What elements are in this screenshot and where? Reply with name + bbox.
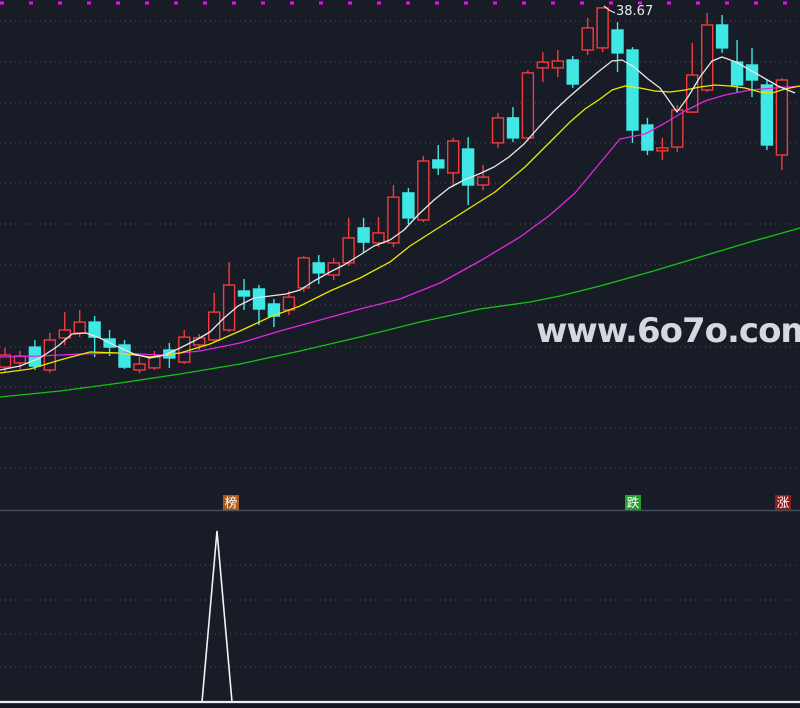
watermark: www.6o7o.com	[536, 311, 800, 351]
annotation-leader	[603, 5, 616, 14]
ma-lines	[0, 56, 800, 398]
signal-label-bang: 榜	[223, 495, 239, 510]
ma-fast-yellow	[0, 84, 800, 374]
ma-slow-green	[0, 227, 800, 398]
grid-lines	[0, 1, 800, 668]
signal-label-zhang: 涨	[775, 495, 791, 510]
bottom-strip	[0, 704, 800, 708]
price-annotation: 38.67	[616, 4, 654, 19]
signal-label-die: 跌	[625, 495, 641, 510]
signal-spike-panel	[0, 530, 800, 704]
ma-fastest-white	[0, 56, 796, 371]
